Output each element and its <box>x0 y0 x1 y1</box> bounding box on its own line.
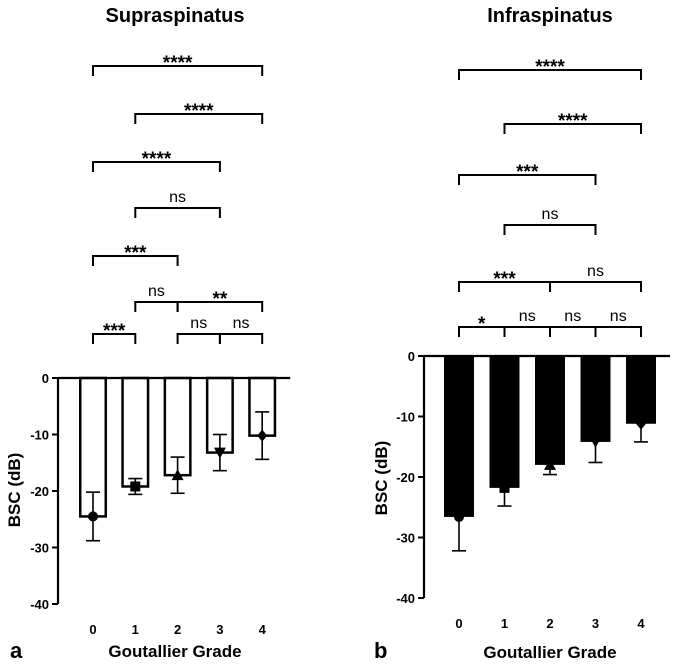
mean-marker-0 <box>88 511 98 522</box>
sig-label-0-3: **** <box>142 149 172 170</box>
sig-label-1-3: ns <box>169 189 186 206</box>
sig-label-1-4: **** <box>558 111 588 132</box>
y-axis-label: BSC (dB) <box>372 441 391 516</box>
y-tick-label--30: -30 <box>396 531 415 546</box>
y-tick-label-0: 0 <box>408 349 415 364</box>
x-axis-label: Goutallier Grade <box>483 643 616 662</box>
bar-1 <box>489 356 520 488</box>
sig-bracket-0-3 <box>92 161 221 172</box>
x-tick-label-1: 1 <box>501 616 508 631</box>
sig-label-0-4: **** <box>163 53 193 74</box>
sig-label-1-2: ns <box>519 308 536 325</box>
sig-label-0-3: *** <box>516 162 539 183</box>
sig-label-0-1: * <box>478 314 486 335</box>
x-tick-label-2: 2 <box>546 616 553 631</box>
x-tick-label-0: 0 <box>455 616 462 631</box>
sig-bracket-2-4 <box>549 281 642 292</box>
sig-label-2-4: ns <box>587 263 604 280</box>
y-tick-label--40: -40 <box>396 591 415 606</box>
sig-label-2-4: ** <box>213 289 228 310</box>
x-tick-label-4: 4 <box>259 622 267 637</box>
panel-b-infraspinatus: Infraspinatus Goutallier Grade BSC (dB) b 0 -… <box>372 5 670 663</box>
sig-label-2-3: ns <box>190 315 207 332</box>
sig-label-3-4: ns <box>233 315 250 332</box>
sig-label-2-3: ns <box>564 308 581 325</box>
sig-bracket-1-3 <box>134 207 221 218</box>
panel-letter: b <box>374 638 387 663</box>
sig-bracket-0-3 <box>458 174 597 185</box>
mean-marker-1 <box>130 481 141 492</box>
panel-title: Supraspinatus <box>106 5 245 27</box>
sig-bracket-3-4 <box>218 333 264 344</box>
sig-bracket-0-4 <box>458 69 642 80</box>
sig-bracket-1-4 <box>134 113 264 124</box>
y-tick-label-0: 0 <box>42 371 49 386</box>
sig-bracket-1-3 <box>503 224 597 235</box>
sig-label-0-2: *** <box>124 243 147 264</box>
x-axis-label: Goutallier Grade <box>108 642 241 661</box>
panel-letter: a <box>10 638 23 663</box>
sig-label-0-1: *** <box>103 321 126 342</box>
sig-label-1-2: ns <box>148 283 165 300</box>
mean-marker-3 <box>589 436 602 448</box>
sig-bracket-0-2 <box>92 255 179 266</box>
y-tick-label--40: -40 <box>30 597 49 612</box>
panel-title: Infraspinatus <box>487 5 613 27</box>
sig-bracket-2-3 <box>549 326 597 337</box>
y-tick-label--10: -10 <box>396 410 415 425</box>
x-tick-label-4: 4 <box>637 616 645 631</box>
mean-marker-4 <box>636 417 646 430</box>
mean-marker-2 <box>544 458 556 470</box>
y-tick-label--10: -10 <box>30 428 49 443</box>
x-tick-label-2: 2 <box>174 622 181 637</box>
sig-label-1-4: **** <box>184 101 214 122</box>
sig-bracket-2-4 <box>176 301 264 312</box>
x-tick-label-3: 3 <box>216 622 223 637</box>
sig-bracket-1-4 <box>503 123 642 134</box>
mean-marker-1 <box>499 482 510 493</box>
mean-marker-0 <box>454 511 464 522</box>
sig-bracket-1-2 <box>134 301 179 312</box>
panel-a-supraspinatus: Supraspinatus Goutallier Grade BSC (dB) a 0 -… <box>5 5 291 663</box>
sig-bracket-0-4 <box>92 65 264 76</box>
mean-marker-2 <box>171 469 184 481</box>
mean-marker-3 <box>213 447 226 459</box>
mean-marker-4 <box>257 429 268 442</box>
bar-1 <box>121 376 150 488</box>
sig-label-3-4: ns <box>610 308 627 325</box>
sig-bracket-2-3 <box>176 333 221 344</box>
y-tick-label--20: -20 <box>30 484 49 499</box>
sig-label-1-3: ns <box>542 206 559 223</box>
sig-bracket-0-1 <box>92 333 137 344</box>
x-tick-label-3: 3 <box>592 616 599 631</box>
sig-label-0-2: *** <box>493 269 516 290</box>
x-tick-label-1: 1 <box>132 622 139 637</box>
sig-bracket-1-2 <box>503 326 551 337</box>
x-tick-label-0: 0 <box>89 622 96 637</box>
y-axis-label: BSC (dB) <box>5 453 24 528</box>
sig-bracket-3-4 <box>594 326 642 337</box>
y-tick-label--30: -30 <box>30 541 49 556</box>
y-tick-label--20: -20 <box>396 470 415 485</box>
sig-label-0-4: **** <box>535 57 565 78</box>
bar-2 <box>535 356 565 465</box>
